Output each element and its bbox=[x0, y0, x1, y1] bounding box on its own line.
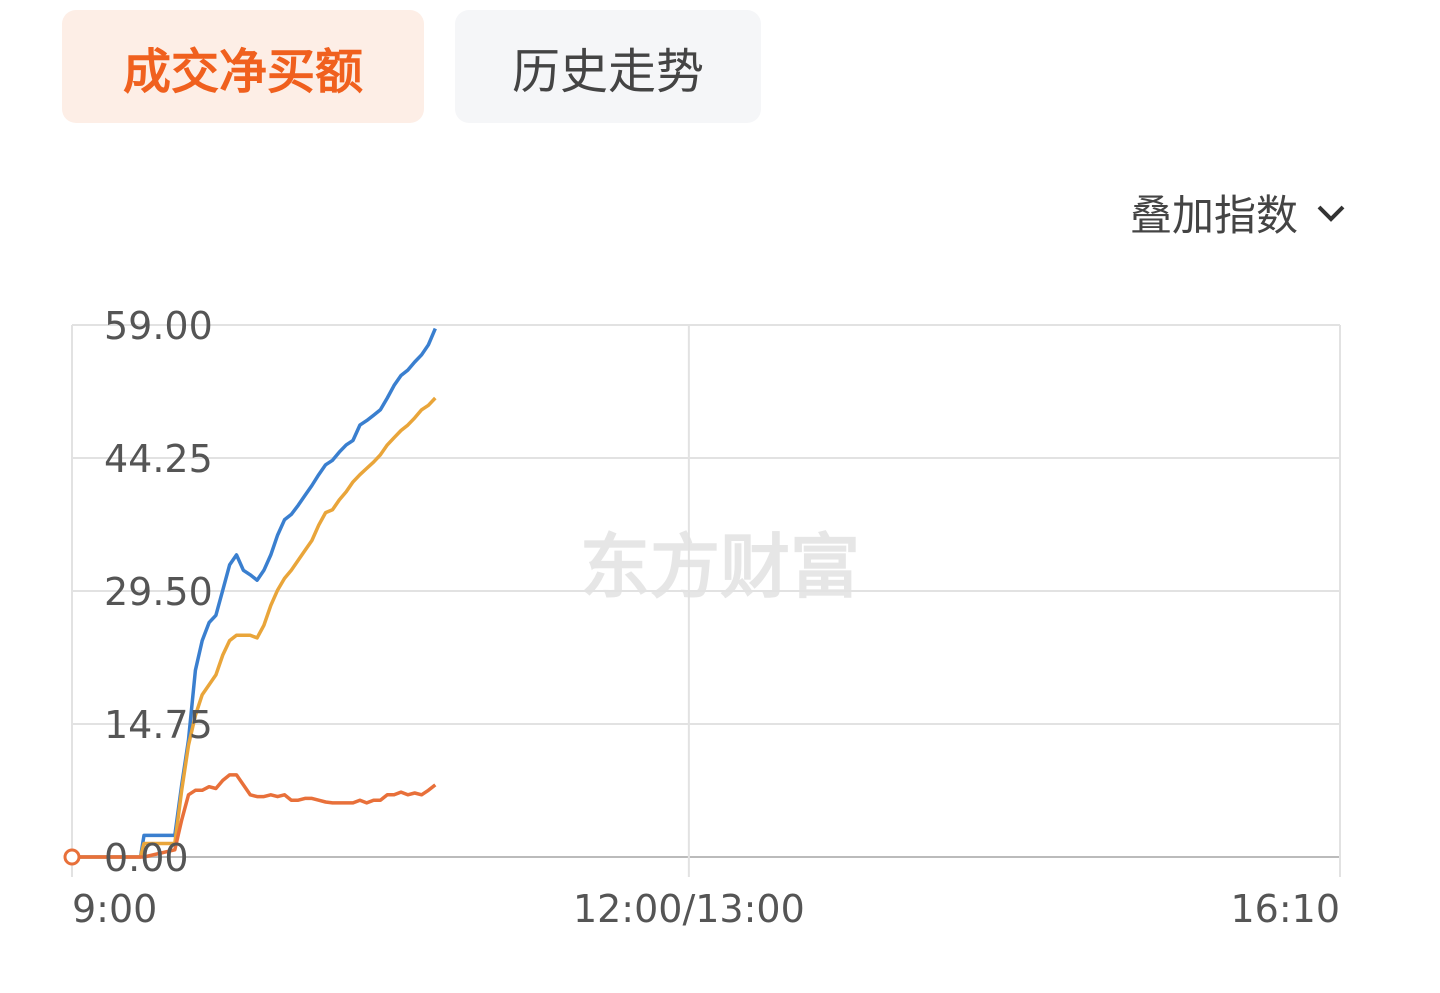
watermark: 东方财富 bbox=[580, 526, 860, 608]
tab[interactable]: 历史走势 bbox=[455, 10, 761, 123]
y-tick-label: 14.75 bbox=[104, 703, 213, 747]
y-tick-label: 29.50 bbox=[104, 570, 213, 614]
data-line bbox=[72, 773, 437, 859]
dropdown-label: 叠加指数 bbox=[1130, 191, 1299, 240]
overlay-dropdown[interactable]: 叠加指数 bbox=[1130, 182, 1346, 243]
data-line bbox=[72, 327, 437, 859]
y-tick-label: 0.00 bbox=[104, 836, 189, 880]
data-line bbox=[72, 396, 437, 859]
start-marker bbox=[63, 848, 81, 866]
x-tick-label: 12:00/13:00 bbox=[573, 887, 805, 931]
tab[interactable]: 成交净买额 bbox=[62, 10, 424, 123]
x-tick-label: 9:00 bbox=[72, 887, 157, 931]
x-tick-label: 16:10 bbox=[1230, 887, 1340, 931]
y-tick-label: 44.25 bbox=[104, 437, 213, 481]
chevron-icon bbox=[1317, 205, 1345, 222]
y-tick-label: 59.00 bbox=[104, 304, 213, 348]
